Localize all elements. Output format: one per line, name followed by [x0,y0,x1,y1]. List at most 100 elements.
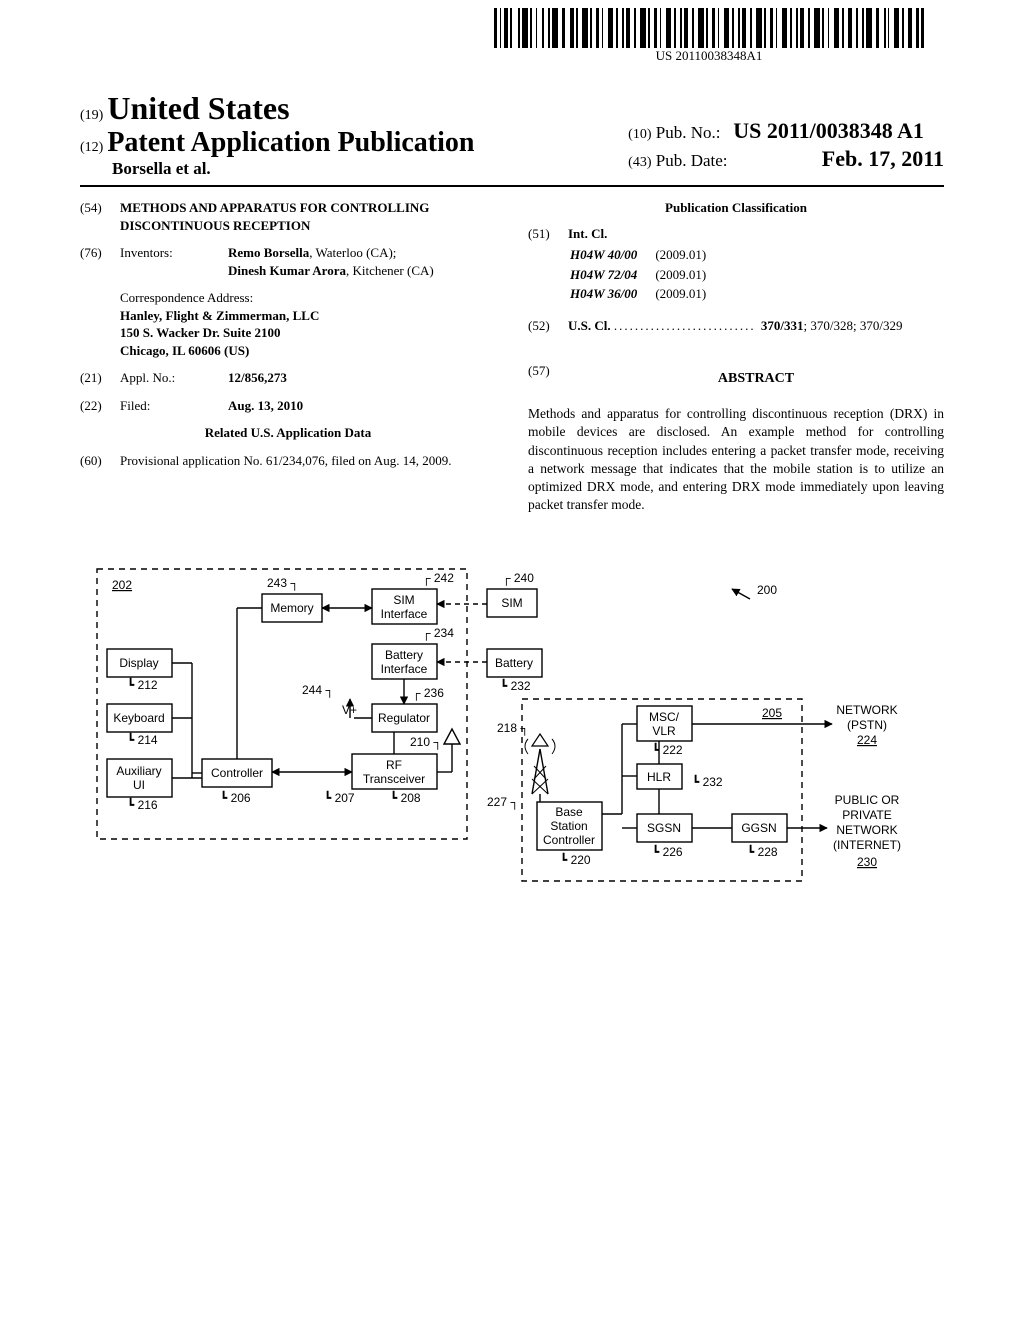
corr-line2: 150 S. Wacker Dr. Suite 2100 [120,324,496,342]
intcl-ver-2: (2009.01) [655,285,722,303]
publication-info: (10) Pub. No.: US 2011/0038348 A1 (43) P… [628,118,944,174]
ref-208: ┗ 208 [390,790,421,805]
ref-202: 202 [112,578,132,592]
ref-224: 224 [857,733,877,747]
label-inet1: PUBLIC OR [835,793,900,807]
ref-205: 205 [762,706,782,720]
classification-heading: Publication Classification [528,199,944,217]
label-aux1: Auxiliary [116,764,161,778]
biblio-left: (54) METHODS AND APPARATUS FOR CONTROLLI… [80,199,496,514]
label-inet2: PRIVATE [842,808,892,822]
label-msc2: VLR [652,724,676,738]
label-sim: SIM [501,596,522,610]
abstract-heading-row: (57) ABSTRACT [528,362,944,395]
label-bsc1: Base [555,805,583,819]
corr-line1: Hanley, Flight & Zimmerman, LLC [120,307,496,325]
ref-200-arrow [732,589,750,599]
label-bsc3: Controller [543,833,595,847]
ref-200: 200 [757,583,777,597]
ref-230: 230 [857,855,877,869]
filed-value: Aug. 13, 2010 [228,397,496,415]
pub-no-code: (10) [628,127,651,142]
label-simif1: SIM [393,593,414,607]
label-ggsn: GGSN [741,821,776,835]
label-batif1: Battery [385,648,423,662]
intcl-table: H04W 40/00(2009.01) H04W 72/04(2009.01) … [568,244,724,305]
intcl-code: (51) [528,225,568,243]
ref-228: ┗ 228 [747,844,778,859]
intcl-ver-0: (2009.01) [655,246,722,264]
barcode-icon [494,8,924,48]
provisional-code: (60) [80,452,120,470]
label-sgsn: SGSN [647,821,681,835]
inventors-row: (76) Inventors: Remo Borsella, Waterloo … [80,244,496,279]
title-code: (54) [80,199,120,234]
inventor2-rest: , Kitchener (CA) [346,263,434,278]
inventor1-name: Remo Borsella [228,245,309,260]
correspondence-row: Correspondence Address: Hanley, Flight &… [80,289,496,359]
filed-code: (22) [80,397,120,415]
ref-226: ┗ 226 [652,844,683,859]
ref-244: 244 ┐ [302,683,334,698]
intcl-code-2: H04W 36/00 [570,285,653,303]
intcl-row: (51) Int. Cl. [528,225,944,243]
barcode-block: US 20110038348A1 [494,8,924,64]
inventor1-rest: , Waterloo (CA); [309,245,396,260]
label-display: Display [119,656,158,670]
ref-234: ┌ 234 [422,626,454,641]
label-pstn1: NETWORK [836,703,897,717]
ref-207: ┗ 207 [324,790,355,805]
uscl-code: (52) [528,317,568,335]
pub-no-label: Pub. No.: [656,123,721,142]
related-heading: Related U.S. Application Data [80,424,496,442]
applno-value: 12/856,273 [228,369,496,387]
barcode-label: US 20110038348A1 [494,48,924,64]
correspondence-label: Correspondence Address: [120,289,496,307]
ref-242: ┌ 242 [422,571,454,586]
inventor2-name: Dinesh Kumar Arora [228,263,346,278]
ref-212: ┗ 212 [127,677,158,692]
ref-216: ┗ 216 [127,797,158,812]
uscl-label: U.S. Cl. [568,318,611,333]
title-row: (54) METHODS AND APPARATUS FOR CONTROLLI… [80,199,496,234]
inventors-label: Inventors: [120,244,228,279]
label-hlr: HLR [647,770,671,784]
divider [80,185,944,187]
pub-no: US 2011/0038348 A1 [733,118,924,143]
patent-page: US 20110038348A1 (19) United States (12)… [0,0,1024,1320]
applno-code: (21) [80,369,120,387]
blank-code [80,289,120,359]
label-msc1: MSC/ [649,710,680,724]
ref-210: 210 ┐ [410,735,442,750]
abstract-code: (57) [528,362,568,395]
pub-type-code: (12) [80,140,103,155]
ref-236: ┌ 236 [412,686,444,701]
tower-icon [525,734,555,794]
filed-row: (22) Filed: Aug. 13, 2010 [80,397,496,415]
dots: ........................... [614,318,761,333]
uscl-lead: 370/331 [761,318,804,333]
intcl-item: H04W 40/00(2009.01) [570,246,722,264]
country-name: United States [107,90,289,126]
figure: 202 Display ┗ 212 Keyboard ┗ 214 Auxilia… [80,554,944,919]
antenna-icon [444,729,460,744]
invention-title: METHODS AND APPARATUS FOR CONTROLLING DI… [120,199,496,234]
country-code: (19) [80,108,103,123]
pub-date-label: Pub. Date: [656,151,728,170]
ref-218: 218 ┐ [497,721,529,736]
ref-227: 227 ┐ [487,795,519,810]
label-rf2: Transceiver [363,772,425,786]
pub-date: Feb. 17, 2011 [822,146,944,171]
uscl-rest: ; 370/328; 370/329 [804,318,903,333]
intcl-item: H04W 72/04(2009.01) [570,266,722,284]
intcl-item: H04W 36/00(2009.01) [570,285,722,303]
label-pstn2: (PSTN) [847,718,887,732]
intcl-code-1: H04W 72/04 [570,266,653,284]
ref-243: 243 ┐ [267,576,299,591]
inventors-code: (76) [80,244,120,279]
ref-220: ┗ 220 [560,852,591,867]
label-controller: Controller [211,766,263,780]
corr-line3: Chicago, IL 60606 (US) [120,342,496,360]
filed-label: Filed: [120,397,228,415]
ref-222: ┗ 222 [652,742,683,757]
